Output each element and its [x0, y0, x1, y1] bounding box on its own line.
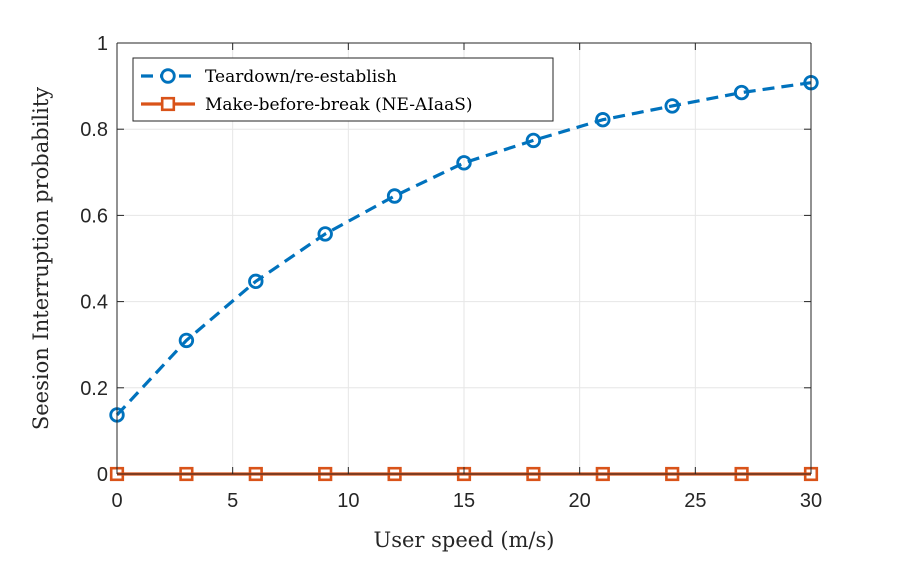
y-tick-label: 0.6 [80, 205, 108, 227]
data-point-0 [456, 155, 472, 171]
x-tick-label: 10 [337, 490, 359, 512]
data-point-0 [525, 132, 542, 149]
legend-marker-0 [160, 68, 176, 84]
legend-sample-make-before-break [141, 96, 195, 112]
data-point-0 [386, 188, 403, 204]
axes [116, 42, 812, 475]
data-point-0 [595, 112, 611, 128]
x-tick-label: 30 [800, 490, 822, 512]
data-point-0 [733, 84, 750, 101]
y-tick-label: 0.2 [80, 378, 108, 400]
legend-label-make-before-break: Make-before-break (NE-AIaaS) [205, 95, 472, 115]
legend-box [132, 57, 554, 122]
y-tick-label: 0.8 [80, 119, 108, 141]
x-tick-label: 5 [227, 490, 238, 512]
legend-label-teardown: Teardown/re-establish [205, 67, 397, 87]
legend[interactable]: Teardown/re-establish Make-before-break … [132, 57, 554, 122]
x-tick-label: 20 [569, 490, 591, 512]
y-tick-label: 0.4 [80, 292, 108, 314]
y-tick-label: 1 [97, 33, 108, 55]
legend-marker-1 [160, 96, 176, 112]
x-tick-label: 15 [453, 490, 475, 512]
data-point-0 [664, 98, 680, 114]
y-tick-label: 0 [97, 464, 108, 486]
data-point-0 [317, 226, 333, 242]
tick-labels: 0 5 10 15 20 25 30 0 0.2 0.4 0.6 0.8 1 [80, 33, 822, 512]
data-point-0 [248, 273, 264, 290]
x-tick-label: 25 [684, 490, 706, 512]
data-point-0 [178, 332, 195, 349]
x-tick-label: 0 [111, 490, 122, 512]
x-axis-label: User speed (m/s) [374, 528, 555, 552]
series-line-0 [115, 81, 812, 417]
y-axis-label: Seesion Interruption probability [29, 87, 53, 430]
legend-sample-teardown [141, 68, 195, 84]
